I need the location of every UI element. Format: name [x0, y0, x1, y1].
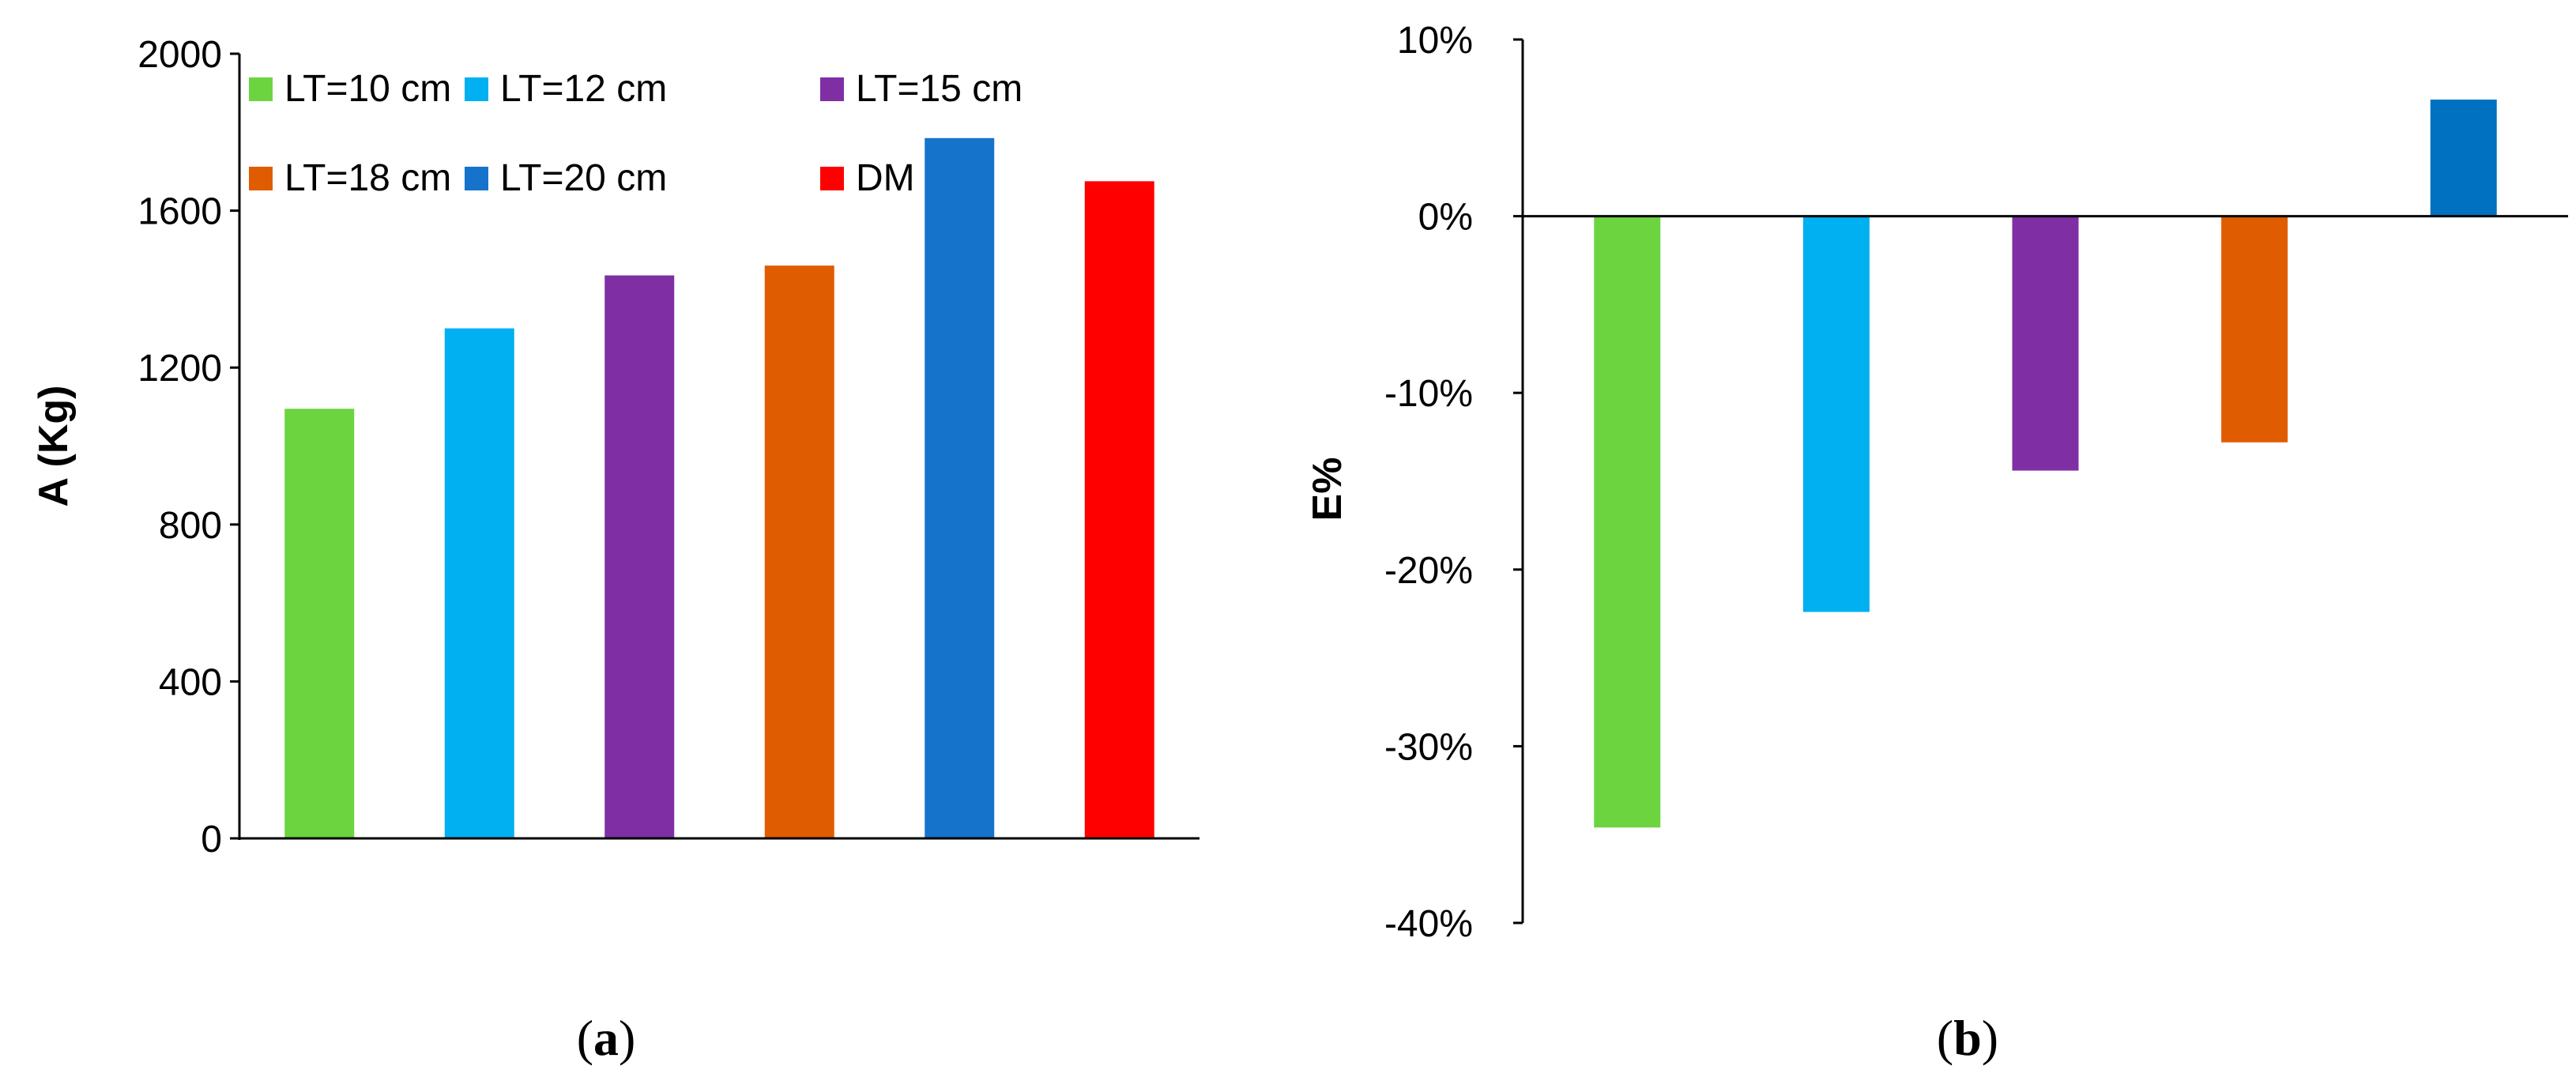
legend-label-a: LT=18 cm: [284, 157, 451, 199]
bar-b: [2430, 100, 2497, 217]
y-tick-label-a: 2000: [137, 34, 222, 76]
y-axis-title-a: A (Kg): [31, 385, 77, 506]
y-tick-label-b: 0%: [1418, 197, 1473, 239]
legend-swatch-a: [249, 77, 273, 101]
legend-label-a: LT=10 cm: [284, 68, 451, 110]
caption-open-a: (: [577, 1010, 593, 1066]
y-tick-label-a: 800: [159, 505, 222, 547]
legend-label-a: LT=20 cm: [500, 157, 667, 199]
y-tick-label-b: -10%: [1384, 373, 1473, 415]
chart-b: 10% 0% -10% -20% -30% -40% E% (b): [1305, 20, 2568, 1066]
caption-close-a: ): [619, 1010, 635, 1066]
caption-open-b: (: [1937, 1010, 1953, 1066]
chart-a: 0 400 800 1200 1600 2000 LT=10 cm LT=12 cm LT=15…: [31, 34, 1199, 1066]
y-tick-label-b: 10%: [1397, 20, 1473, 62]
caption-b: (b): [1937, 1010, 1998, 1066]
legend-swatch-a: [249, 167, 273, 190]
y-tick-label-b: -30%: [1384, 726, 1473, 768]
legend-swatch-a: [820, 167, 844, 190]
y-tick-label-a: 400: [159, 661, 222, 703]
bar-b: [2221, 216, 2288, 442]
legend-label-a: DM: [856, 157, 915, 199]
y-tick-label-b: -40%: [1384, 903, 1473, 945]
bar-a: [925, 137, 995, 838]
bar-a: [1084, 181, 1154, 839]
legend-swatch-a: [820, 77, 844, 101]
bar-b: [1594, 216, 1661, 828]
y-tick-label-a: 0: [201, 819, 222, 860]
y-axis-title-b: E%: [1305, 458, 1350, 522]
bar-a: [604, 275, 675, 839]
bar-b: [2012, 216, 2079, 471]
bar-b: [1802, 216, 1870, 612]
bar-a: [444, 328, 514, 838]
caption-close-b: ): [1982, 1010, 1998, 1066]
legend-label-a: LT=15 cm: [856, 68, 1022, 110]
y-tick-label-b: -20%: [1384, 550, 1473, 592]
bar-a: [764, 265, 834, 838]
bar-a: [284, 409, 355, 838]
caption-letter-a: a: [593, 1010, 619, 1066]
legend-label-a: LT=12 cm: [500, 68, 667, 110]
caption-a: (a): [577, 1010, 636, 1066]
y-tick-label-a: 1600: [137, 191, 222, 233]
y-tick-label-a: 1200: [137, 348, 222, 390]
legend-swatch-a: [465, 167, 488, 190]
caption-letter-b: b: [1953, 1010, 1982, 1066]
legend-swatch-a: [465, 77, 488, 101]
